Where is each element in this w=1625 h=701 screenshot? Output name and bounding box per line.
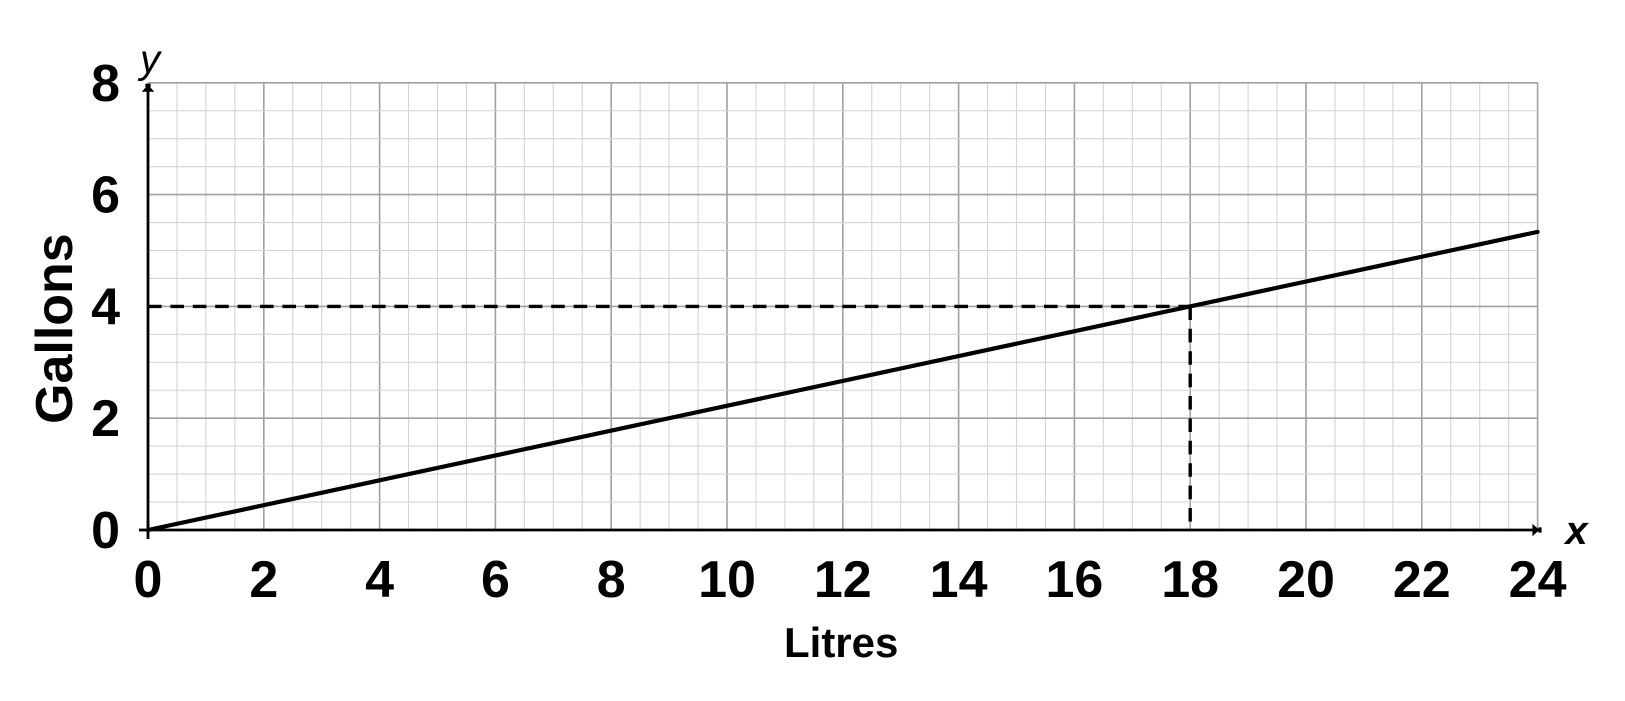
svg-text:12: 12	[814, 551, 872, 609]
svg-text:2: 2	[249, 551, 278, 609]
svg-text:8: 8	[91, 55, 120, 113]
svg-text:22: 22	[1393, 551, 1451, 609]
svg-text:8: 8	[597, 551, 626, 609]
svg-text:20: 20	[1277, 551, 1335, 609]
svg-text:18: 18	[1161, 551, 1219, 609]
svg-text:0: 0	[134, 551, 163, 609]
svg-text:6: 6	[91, 167, 120, 225]
svg-text:24: 24	[1509, 551, 1567, 609]
svg-text:14: 14	[930, 551, 988, 609]
svg-text:x: x	[1563, 509, 1589, 553]
svg-text:6: 6	[481, 551, 510, 609]
svg-text:10: 10	[698, 551, 756, 609]
svg-text:y: y	[137, 38, 163, 82]
svg-text:2: 2	[91, 390, 120, 448]
svg-text:4: 4	[91, 278, 120, 336]
svg-text:0: 0	[91, 502, 120, 560]
svg-text:4: 4	[365, 551, 394, 609]
svg-text:16: 16	[1045, 551, 1103, 609]
